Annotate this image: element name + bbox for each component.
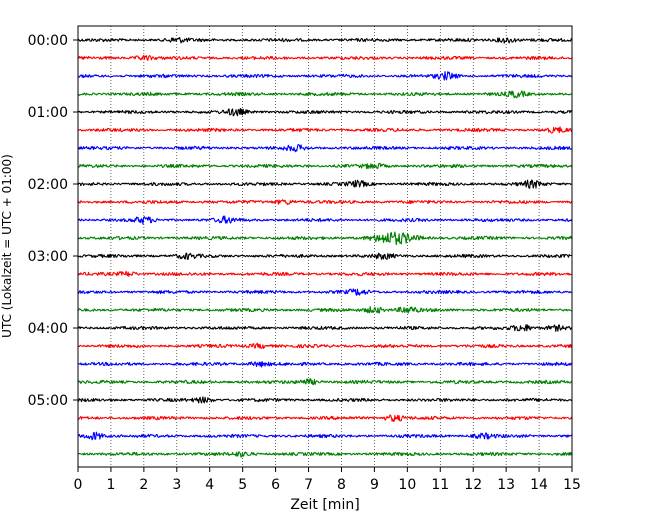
trace-0215 (77, 199, 573, 206)
x-tick-label: 0 (74, 477, 83, 493)
trace-0045 (77, 90, 573, 99)
x-tick-label: 12 (464, 477, 482, 493)
trace-0415 (77, 342, 573, 349)
trace-0200 (77, 179, 573, 189)
y-axis: 00:00 01:00 02:00 03:00 04:00 05:00 (28, 33, 78, 409)
trace-0030 (77, 71, 573, 81)
y-tick-label: 00:00 (28, 33, 68, 49)
x-axis: 0 1 2 3 4 5 6 7 8 9 10 11 12 13 14 15 (74, 467, 581, 493)
trace-0400 (77, 324, 573, 332)
y-tick-label: 03:00 (28, 249, 68, 265)
x-axis-title: Zeit [min] (290, 497, 359, 513)
trace-0315 (77, 270, 573, 277)
y-tick-label: 04:00 (28, 321, 68, 337)
trace-0115 (77, 126, 573, 134)
y-tick-label: 05:00 (28, 393, 68, 409)
trace-0545 (77, 451, 573, 458)
trace-0530 (77, 431, 573, 441)
y-tick-label: 02:00 (28, 177, 68, 193)
trace-0130 (77, 143, 573, 153)
x-tick-label: 15 (563, 477, 581, 493)
trace-0000 (77, 36, 573, 44)
x-tick-label: 6 (271, 477, 280, 493)
x-tick-label: 10 (398, 477, 416, 493)
trace-0345 (77, 306, 573, 314)
trace-0015 (77, 54, 573, 61)
x-tick-label: 13 (497, 477, 515, 493)
trace-0230 (77, 215, 573, 225)
trace-0100 (77, 107, 573, 117)
seismic-traces (77, 36, 573, 458)
x-tick-label: 14 (530, 477, 548, 493)
x-tick-label: 9 (370, 477, 379, 493)
trace-0145 (77, 162, 573, 170)
x-tick-label: 3 (172, 477, 181, 493)
x-tick-label: 4 (205, 477, 214, 493)
trace-0515 (77, 414, 573, 422)
trace-0430 (77, 361, 573, 368)
trace-0300 (77, 252, 573, 261)
plot-frame (77, 25, 573, 468)
y-axis-title: UTC (Lokalzeit = UTC + 01:00) (0, 154, 14, 338)
trace-0245 (77, 231, 573, 246)
trace-0500 (77, 396, 573, 404)
x-tick-label: 1 (106, 477, 115, 493)
x-tick-label: 7 (304, 477, 313, 493)
y-tick-label: 01:00 (28, 105, 68, 121)
x-tick-label: 5 (238, 477, 247, 493)
x-tick-label: 11 (431, 477, 449, 493)
trace-0330 (77, 288, 573, 296)
x-tick-label: 8 (337, 477, 346, 493)
trace-0445 (77, 378, 573, 386)
x-tick-label: 2 (139, 477, 148, 493)
